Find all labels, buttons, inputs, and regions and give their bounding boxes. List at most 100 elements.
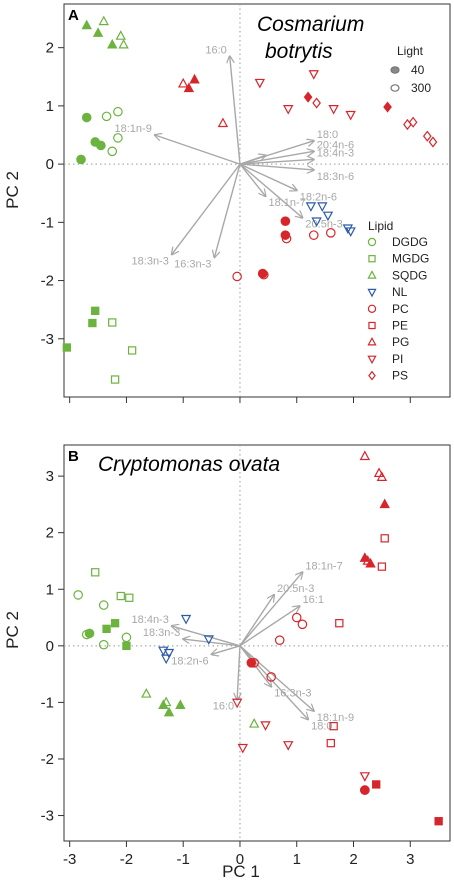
data-point — [322, 211, 334, 222]
plot-frame — [63, 3, 451, 398]
plot-frame — [63, 444, 451, 842]
loading-label: 18:4n-3 — [132, 614, 169, 626]
loading-arrow — [239, 163, 302, 218]
data-point — [98, 15, 109, 26]
data-point — [249, 657, 259, 668]
data-point — [372, 780, 381, 789]
data-point — [312, 97, 321, 109]
y-tick-label: -1 — [41, 694, 54, 711]
loading-arrow — [239, 572, 302, 647]
lipid-legend-label: DGDG — [392, 235, 428, 249]
loading-label: 18:0 — [317, 129, 338, 141]
lipid-legend-marker — [367, 355, 377, 365]
data-point — [305, 202, 317, 212]
data-point — [177, 77, 189, 88]
data-point — [317, 202, 328, 212]
data-point — [127, 346, 137, 355]
data-point — [101, 111, 112, 122]
data-point — [81, 19, 92, 30]
loading-label: 18:0 — [311, 720, 332, 732]
data-point — [110, 375, 120, 384]
loading-label: 18:4n-3 — [317, 147, 354, 159]
loading-label: 18:1n-7 — [269, 197, 306, 209]
y-tick-label: 1 — [46, 98, 54, 115]
data-point — [266, 672, 276, 682]
lipid-legend-marker — [367, 237, 377, 247]
data-point — [362, 555, 373, 565]
y-tick-label: -3 — [41, 331, 54, 348]
data-point — [359, 772, 371, 782]
y-axis-title-b: PC 2 — [3, 611, 22, 649]
data-point — [81, 629, 92, 640]
light-legend-marker — [390, 84, 400, 92]
loading-arrow — [214, 163, 241, 257]
data-point — [260, 721, 271, 731]
data-point — [365, 557, 376, 568]
data-point — [76, 154, 86, 165]
data-point — [345, 110, 356, 121]
data-point — [274, 635, 285, 645]
data-point — [280, 216, 291, 226]
y-tick-label: -3 — [41, 808, 54, 825]
loading-arrow — [239, 163, 297, 190]
data-point — [115, 30, 126, 40]
loading-label: 18:2n-6 — [300, 191, 337, 203]
species-title-line-2: botrytis — [265, 40, 333, 63]
data-point — [96, 140, 106, 151]
x-axis-title: PC 1 — [222, 862, 260, 881]
loading-arrow — [212, 645, 241, 654]
panel-letter: A — [68, 7, 79, 24]
data-point — [113, 106, 123, 117]
x-tick-label: -3 — [63, 851, 76, 868]
data-point — [359, 450, 371, 461]
data-point — [283, 741, 294, 751]
data-point — [107, 38, 118, 49]
data-point — [329, 721, 338, 731]
lipid-legend-marker — [367, 288, 377, 298]
data-point — [283, 105, 294, 115]
loading-arrow — [155, 135, 241, 165]
data-point — [121, 632, 132, 643]
loading-label: 16:3n-3 — [274, 688, 311, 700]
loading-arrow — [230, 56, 241, 165]
loading-arrow — [239, 163, 266, 196]
y-tick-label: 3 — [46, 468, 54, 485]
data-point — [335, 619, 344, 628]
lipid-legend-label: PG — [392, 335, 409, 349]
data-point — [92, 27, 104, 37]
loading-arrow — [239, 163, 314, 170]
lipid-legend-label: MGDG — [392, 252, 429, 266]
data-point — [281, 233, 292, 244]
lipid-legend-title: Lipid — [368, 219, 393, 233]
data-point — [428, 136, 438, 148]
data-point — [73, 590, 83, 600]
loading-label: 16:3n-3 — [174, 258, 211, 270]
lipid-legend-marker — [367, 270, 377, 279]
data-point — [180, 614, 192, 625]
data-point — [113, 133, 123, 143]
data-point — [81, 112, 92, 123]
data-point — [175, 699, 186, 709]
panel-a: -3 -2 -1 0 1 2 16:0 18:1n-9 18:020:4n-618:4n-3 18… — [41, 3, 451, 403]
panel-letter: B — [68, 448, 79, 465]
light-legend-label: 300 — [411, 81, 431, 95]
y-tick-label: 2 — [46, 40, 54, 57]
species-title-line-1: Cosmarium — [257, 13, 364, 36]
lipid-legend-label: PC — [392, 302, 409, 316]
data-point — [108, 318, 117, 327]
data-point — [360, 785, 370, 795]
lipid-legend-marker — [368, 255, 376, 263]
lipid-legend-marker — [368, 321, 376, 330]
loading-arrow — [239, 155, 266, 165]
data-point — [325, 228, 336, 238]
lipid-legend-label: SQDG — [392, 268, 427, 282]
loading-label: 16:1 — [303, 594, 324, 606]
data-point — [291, 612, 302, 623]
data-point — [237, 743, 249, 754]
light-legend-title: Light — [397, 44, 424, 58]
lipid-legend-label: PS — [392, 369, 408, 383]
data-point — [308, 230, 319, 240]
y-tick-label: 0 — [46, 156, 54, 173]
data-point — [98, 600, 109, 610]
